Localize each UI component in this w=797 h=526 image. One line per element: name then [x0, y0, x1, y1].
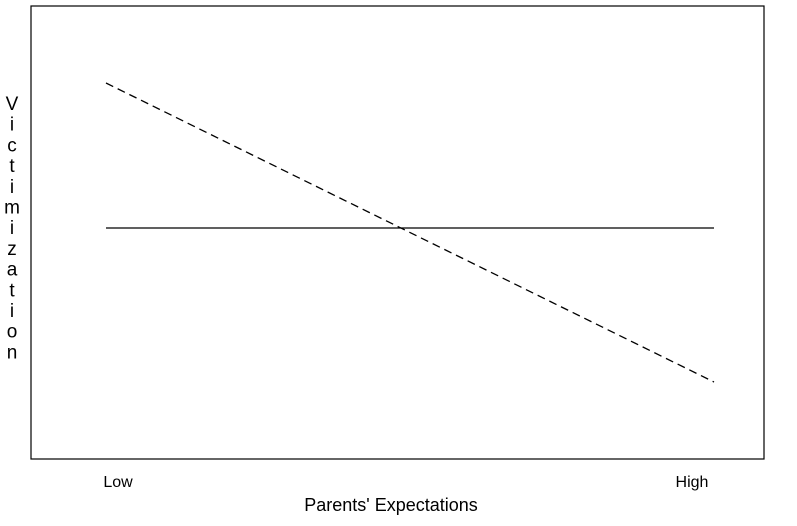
y-axis-label-letter: o	[7, 322, 18, 343]
y-axis-label-letter: m	[4, 198, 20, 219]
y-axis-label-letter: n	[7, 342, 18, 363]
y-axis-label-letter: c	[7, 135, 17, 156]
y-axis-label-letter: i	[10, 177, 14, 198]
series-line-dashed	[105, 82, 715, 383]
y-axis-label-letter: V	[6, 94, 19, 115]
x-axis-label: Parents' Expectations	[304, 495, 478, 515]
y-axis-label-letter: i	[10, 301, 14, 322]
x-tick-label-high: High	[676, 474, 709, 491]
y-axis-label-letter: i	[10, 218, 14, 239]
y-axis-label-letter: t	[9, 156, 15, 177]
y-axis-label-letter: a	[7, 260, 18, 281]
x-tick-label-low: Low	[103, 474, 133, 491]
y-axis-label-letter: t	[9, 280, 15, 301]
plot-frame	[30, 5, 765, 460]
y-axis-label-letter: z	[7, 239, 17, 260]
series-layer	[105, 82, 715, 383]
y-axis-label-letter: i	[10, 115, 14, 136]
